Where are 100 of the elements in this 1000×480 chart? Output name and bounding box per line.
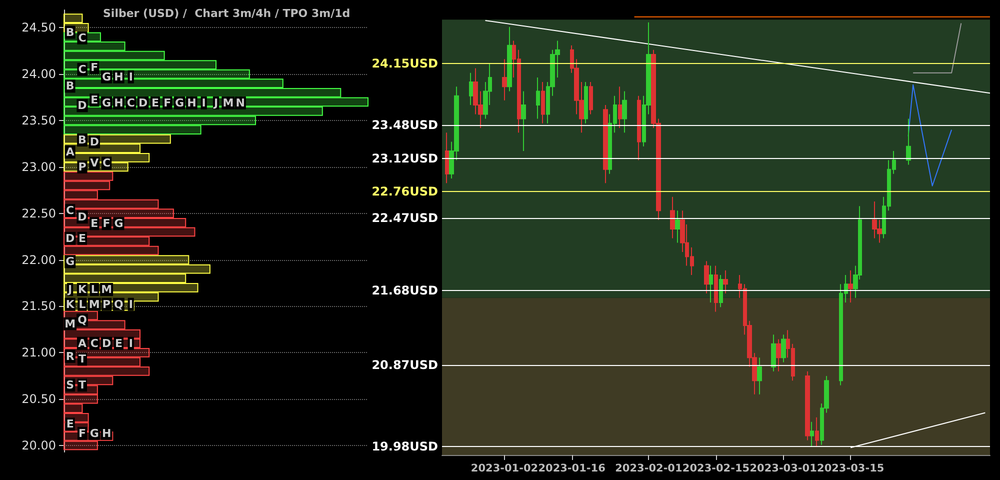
annotation: E <box>114 336 122 350</box>
bar <box>64 88 342 98</box>
x-tick-label: 2023-01-16 <box>538 462 606 474</box>
annotation: G <box>102 70 112 84</box>
candlestick <box>618 86 622 128</box>
annotation: Q <box>78 314 87 327</box>
candlestick <box>541 82 545 124</box>
candlestick <box>502 58 507 101</box>
annotation: E <box>151 96 159 110</box>
candlestick <box>589 82 593 115</box>
y-tick-label: 22.00 <box>22 252 56 267</box>
candlestick <box>603 104 608 184</box>
ref-line-label: 20.87USD <box>372 358 438 372</box>
y-tick-label: 21.50 <box>22 299 56 314</box>
x-tick-label: 2023-03-15 <box>817 462 884 474</box>
y-tick-label: 20.50 <box>22 392 56 406</box>
ref-line-label: 21.68USD <box>372 284 438 298</box>
bar <box>64 440 98 450</box>
x-tick-label: 2023-03-01 <box>750 462 817 474</box>
annotation: M <box>64 317 76 330</box>
annotation: D <box>102 336 112 350</box>
ref-line-label: 22.76USD <box>372 184 438 198</box>
annotation: D <box>66 232 75 245</box>
annotation: J <box>67 283 72 296</box>
annotation: F <box>78 426 86 440</box>
annotation: P <box>78 160 86 174</box>
candlestick <box>521 90 526 152</box>
annotation: H <box>114 70 124 84</box>
annotation: V <box>90 156 100 170</box>
annotation: E <box>78 232 86 245</box>
annotation: C <box>90 336 98 350</box>
y-tick-label: 20.00 <box>22 438 56 452</box>
annotation: H <box>187 96 196 110</box>
annotation: G <box>66 255 75 268</box>
bar <box>64 42 126 51</box>
candlestick <box>445 132 449 184</box>
bar <box>64 50 165 60</box>
annotation: G <box>102 96 112 110</box>
bar <box>64 394 98 404</box>
y-tick-label: 23.50 <box>22 114 56 128</box>
y-tick-label: 24.00 <box>22 67 56 82</box>
y-tick-label: 23.00 <box>22 160 56 174</box>
annotation: C <box>78 31 86 44</box>
ref-line-label: 19.98USD <box>372 440 438 454</box>
annotation: C <box>102 156 111 170</box>
bar <box>64 190 98 200</box>
candlestick <box>670 196 675 239</box>
candlestick <box>704 260 709 294</box>
candlestick <box>584 82 588 124</box>
annotation: H <box>114 96 124 110</box>
candlestick <box>757 357 762 395</box>
candlestick <box>709 265 713 304</box>
annotation: K <box>78 283 87 296</box>
chart-title: Silber (USD) / Chart 3m/4h / TPO 3m/1d <box>103 7 350 20</box>
ref-line-label: 24.15USD <box>372 56 438 71</box>
candlestick <box>781 334 786 363</box>
annotation: D <box>78 210 87 224</box>
ref-line-label: 22.47USD <box>372 211 438 226</box>
annotation: T <box>78 352 86 366</box>
x-tick-label: 2023-02-15 <box>682 462 750 474</box>
annotation: M <box>222 96 234 110</box>
annotation: G <box>114 217 124 230</box>
x-tick-label: 2023-02-01 <box>615 462 682 474</box>
candlestick <box>723 270 728 294</box>
y-tick-label: 21.00 <box>22 346 56 360</box>
y-tick-label: 24.50 <box>22 20 56 35</box>
annotation: C <box>66 204 74 218</box>
candlestick <box>719 274 723 308</box>
annotation: M <box>88 298 100 311</box>
annotation: I <box>202 96 206 110</box>
annotation: D <box>78 99 87 112</box>
candlestick <box>776 338 781 372</box>
annotation: H <box>102 426 112 440</box>
bar <box>64 180 110 190</box>
annotation: F <box>164 96 172 110</box>
annotation: R <box>66 350 75 363</box>
candlestick <box>469 72 473 106</box>
annotation: G <box>90 426 99 440</box>
candlestick <box>714 265 718 312</box>
bar <box>64 366 150 376</box>
candlestick <box>675 210 680 244</box>
ref-line-label: 23.48USD <box>372 118 438 132</box>
annotation: F <box>102 217 110 230</box>
annotation: N <box>236 96 245 110</box>
bar <box>64 255 190 264</box>
annotation: I <box>128 70 133 84</box>
annotation: B <box>66 80 74 93</box>
bar <box>64 246 159 256</box>
bar <box>64 116 256 126</box>
candlestick <box>536 76 540 120</box>
annotation: B <box>66 26 74 39</box>
annotation: C <box>78 62 86 76</box>
bar <box>64 404 83 414</box>
x-tick-label: 2023-01-02 <box>470 462 538 474</box>
candlestick <box>906 118 911 166</box>
annotation: A <box>66 146 75 159</box>
bar <box>64 14 83 24</box>
annotation: E <box>66 418 74 431</box>
annotation: D <box>90 135 99 148</box>
annotation: L <box>90 283 98 296</box>
